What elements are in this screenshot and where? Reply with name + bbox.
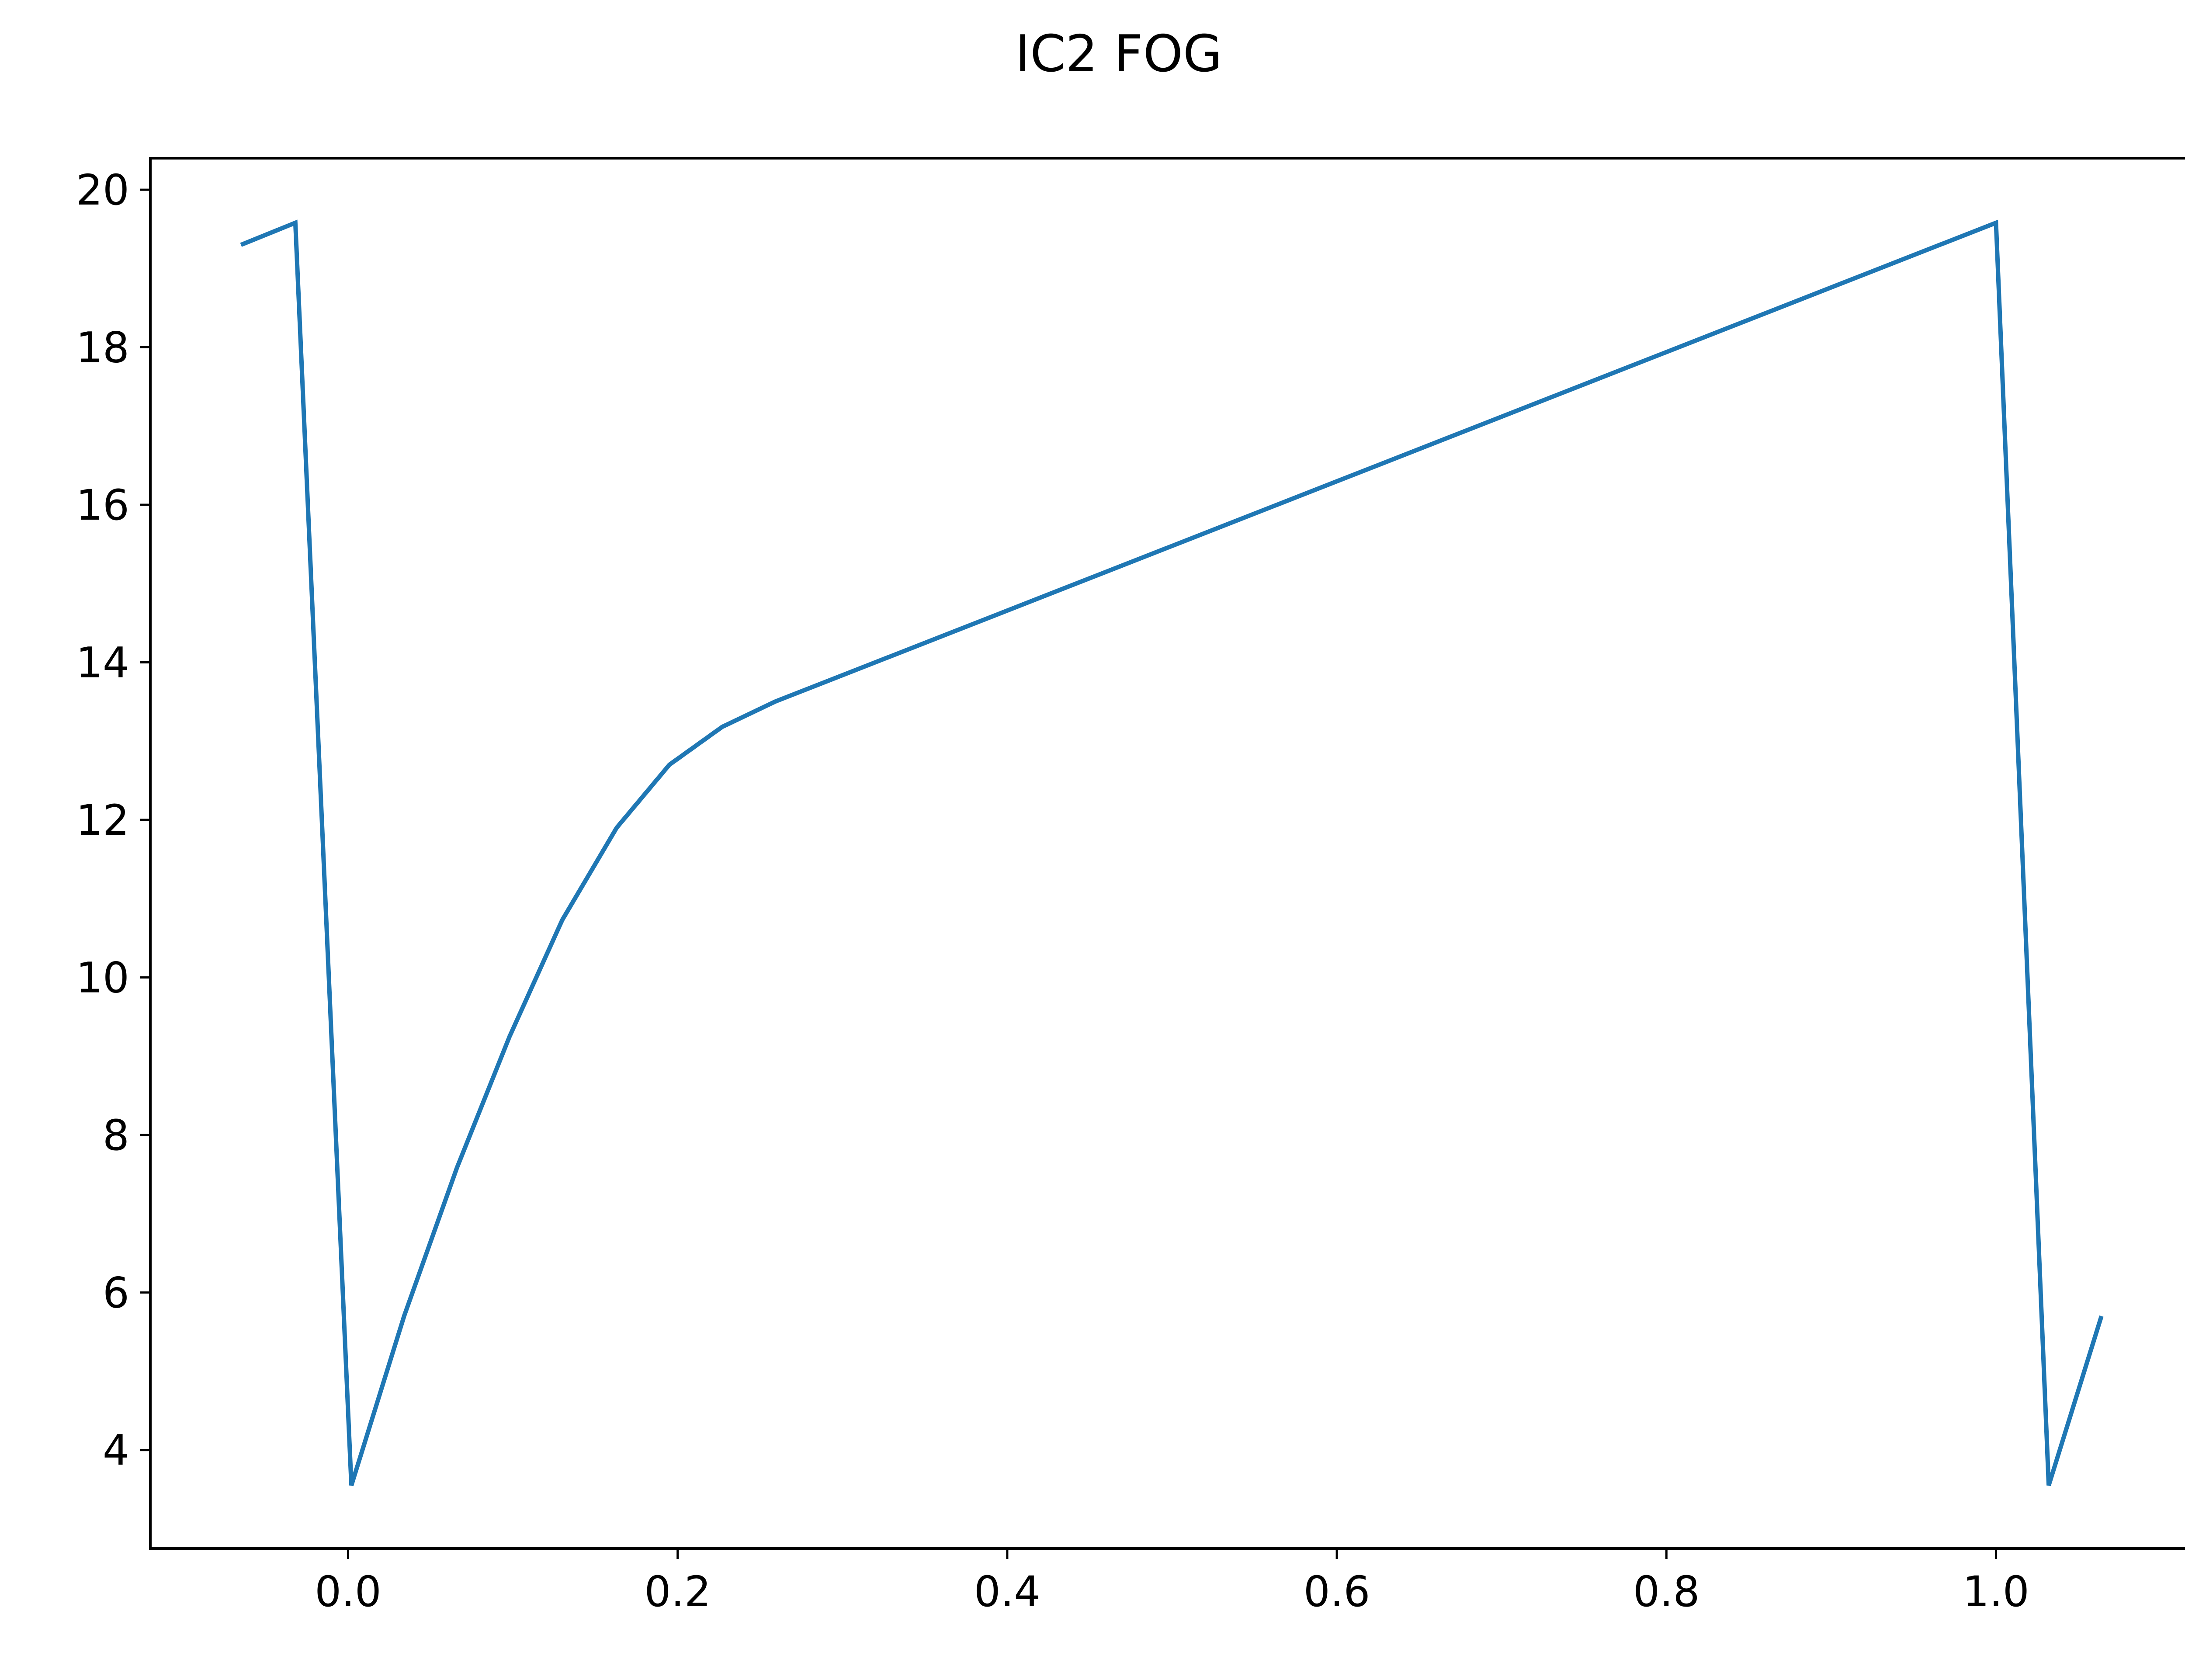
series-line-0: [240, 219, 2104, 1486]
x-tick-label: 0.4: [974, 1567, 1041, 1616]
x-tick-label: 0.8: [1633, 1567, 1700, 1616]
y-tick-label: 16: [76, 481, 129, 530]
y-tick-label: 14: [76, 638, 129, 687]
y-tick-label: 10: [76, 953, 129, 1002]
plot-area: 0.0 0.2 0.4 0.6 0.8 1.0 4 6 8 10 12 14 16 18 20: [76, 157, 2185, 1616]
chart-title: IC2 FOG: [1015, 24, 1222, 83]
y-tick-label: 18: [76, 323, 129, 372]
y-tick-label: 6: [103, 1268, 129, 1317]
y-tick-label: 8: [103, 1111, 129, 1160]
x-tick-label: 0.6: [1304, 1567, 1370, 1616]
x-tick-label: 0.0: [315, 1567, 382, 1616]
y-tick-label: 12: [76, 796, 129, 845]
x-tick-label: 0.2: [644, 1567, 711, 1616]
y-tick-label: 20: [76, 166, 129, 215]
y-tick-label: 4: [103, 1426, 129, 1475]
axes-frame: [149, 157, 2185, 1550]
x-tick-label: 1.0: [1963, 1567, 2029, 1616]
